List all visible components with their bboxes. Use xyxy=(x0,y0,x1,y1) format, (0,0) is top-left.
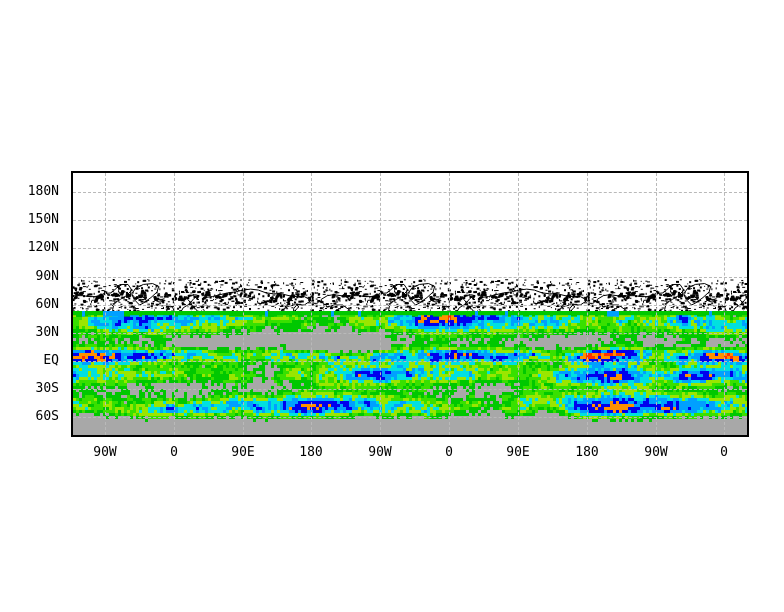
gridline-vertical-90w xyxy=(105,173,106,435)
ytick-label-150n: 150N xyxy=(27,212,59,227)
xtick-label-3: 180 xyxy=(299,445,323,460)
gridline-vertical-90e xyxy=(518,173,519,435)
gridline-vertical-90w xyxy=(380,173,381,435)
gridline-vertical-90w xyxy=(656,173,657,435)
gridline-horizontal-120n xyxy=(73,248,747,249)
gridline-vertical-180 xyxy=(311,173,312,435)
gridline-vertical-180 xyxy=(587,173,588,435)
gridline-horizontal-30s xyxy=(73,389,747,390)
xtick-label-6: 90E xyxy=(506,445,530,460)
ytick-label-90n: 90N xyxy=(35,269,59,284)
coastline-overlay xyxy=(73,173,747,435)
xtick-label-7: 180 xyxy=(575,445,599,460)
gridline-horizontal-90n xyxy=(73,277,747,278)
ytick-label-30n: 30N xyxy=(35,325,59,340)
xtick-label-8: 90W xyxy=(644,445,668,460)
ytick-label-60s: 60S xyxy=(35,409,59,424)
xtick-label-0: 90W xyxy=(93,445,117,460)
gridline-vertical-0 xyxy=(174,173,175,435)
xtick-label-9: 0 xyxy=(720,445,728,460)
xtick-label-4: 90W xyxy=(368,445,392,460)
gridline-vertical-0 xyxy=(449,173,450,435)
ytick-label-eq: EQ xyxy=(43,353,59,368)
gridline-horizontal-30n xyxy=(73,333,747,334)
plot-area xyxy=(73,173,747,435)
gridline-horizontal-eq xyxy=(73,361,747,362)
gridline-horizontal-60n xyxy=(73,305,747,306)
xtick-label-1: 0 xyxy=(170,445,178,460)
ytick-label-120n: 120N xyxy=(27,240,59,255)
gridline-horizontal-60s xyxy=(73,417,747,418)
gridline-vertical-0 xyxy=(724,173,725,435)
plot-frame xyxy=(71,171,749,437)
gridline-vertical-90e xyxy=(243,173,244,435)
ytick-label-30s: 30S xyxy=(35,381,59,396)
ytick-label-60n: 60N xyxy=(35,297,59,312)
xtick-label-2: 90E xyxy=(231,445,255,460)
xtick-label-5: 0 xyxy=(445,445,453,460)
ytick-label-180n: 180N xyxy=(27,184,59,199)
gridline-horizontal-150n xyxy=(73,220,747,221)
gridline-horizontal-180n xyxy=(73,192,747,193)
